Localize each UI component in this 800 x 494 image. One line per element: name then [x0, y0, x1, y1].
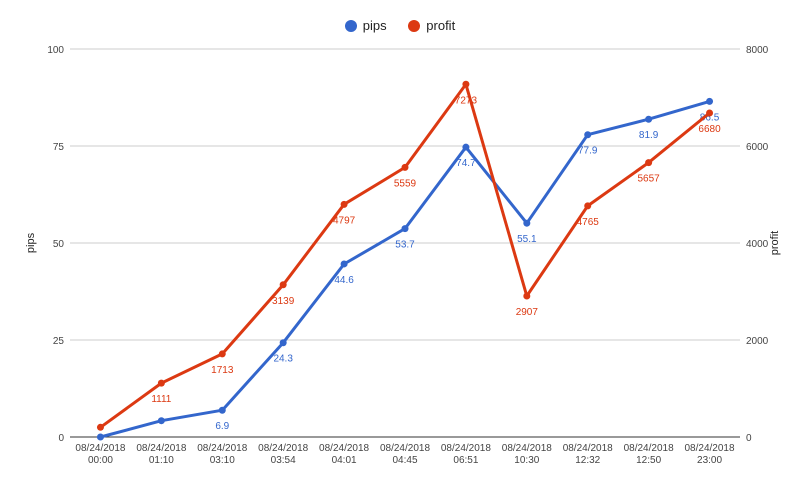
- point-profit: [523, 292, 531, 300]
- data-label-pips: 6.9: [215, 421, 229, 432]
- point-profit: [706, 109, 714, 117]
- data-label-pips: 74.7: [456, 158, 476, 169]
- left-tick-label: 100: [47, 45, 64, 56]
- point-pips: [706, 97, 714, 105]
- legend-item-profit[interactable]: profit: [408, 18, 455, 33]
- x-tick-label-date: 08/24/2018: [380, 443, 430, 454]
- legend-marker-pips: [344, 19, 357, 32]
- left-axis-title: pips: [25, 232, 37, 253]
- point-pips: [96, 433, 104, 441]
- x-tick-label-time: 12:50: [636, 455, 661, 466]
- data-label-pips: 77.9: [578, 146, 598, 157]
- x-tick-label-time: 04:01: [332, 455, 357, 466]
- point-pips: [462, 143, 470, 151]
- point-pips: [523, 219, 531, 227]
- series-line-profit: [99, 82, 711, 429]
- point-profit: [279, 281, 287, 289]
- x-tick-label-date: 08/24/2018: [502, 443, 552, 454]
- x-tick-label-time: 01:10: [149, 455, 174, 466]
- right-tick-label: 4000: [746, 239, 769, 250]
- data-label-pips: 53.7: [395, 240, 415, 251]
- left-tick-label: 50: [53, 239, 65, 250]
- data-label-profit: 4797: [333, 215, 356, 226]
- point-pips: [279, 339, 287, 347]
- right-tick-label: 2000: [746, 336, 769, 347]
- right-tick-label: 6000: [746, 142, 769, 153]
- legend: pips profit: [0, 18, 800, 35]
- x-tick-label-time: 03:54: [271, 455, 296, 466]
- point-profit: [218, 350, 226, 358]
- x-tick-label-time: 00:00: [88, 455, 113, 466]
- data-label-profit: 2907: [516, 307, 539, 318]
- point-pips: [584, 131, 592, 139]
- right-axis-title: profit: [769, 231, 781, 255]
- point-profit: [96, 423, 104, 431]
- data-label-pips: 81.9: [639, 130, 659, 141]
- data-label-profit: 4765: [577, 217, 600, 228]
- x-tick-label-date: 08/24/2018: [75, 443, 125, 454]
- data-label-pips: 55.1: [517, 234, 537, 245]
- data-label-profit: 5559: [394, 178, 417, 189]
- data-label-profit: 5657: [638, 174, 661, 185]
- data-label-profit: 1111: [151, 394, 171, 405]
- x-tick-label-date: 08/24/2018: [258, 443, 308, 454]
- point-pips: [157, 417, 165, 425]
- data-label-pips: 86.5: [700, 112, 720, 123]
- point-profit: [401, 163, 409, 171]
- point-pips: [218, 406, 226, 414]
- right-tick-label: 8000: [746, 45, 769, 56]
- data-label-pips: 24.3: [273, 354, 293, 365]
- x-tick-label-date: 08/24/2018: [441, 443, 491, 454]
- point-profit: [462, 80, 470, 88]
- data-label-profit: 7273: [455, 95, 478, 106]
- x-tick-label-time: 23:00: [697, 455, 722, 466]
- legend-item-pips[interactable]: pips: [344, 18, 387, 33]
- x-tick-label-date: 08/24/2018: [197, 443, 247, 454]
- x-tick-label-time: 06:51: [453, 455, 478, 466]
- point-profit: [340, 200, 348, 208]
- legend-label-pips: pips: [362, 18, 387, 33]
- left-tick-label: 75: [53, 142, 65, 153]
- data-label-profit: 6680: [698, 124, 721, 135]
- point-pips: [340, 260, 348, 268]
- series-line-pips: [100, 99, 710, 439]
- data-label-profit: 3139: [272, 296, 295, 307]
- x-tick-label-date: 08/24/2018: [685, 443, 735, 454]
- x-tick-label-time: 03:10: [210, 455, 235, 466]
- x-tick-label-time: 10:30: [514, 455, 539, 466]
- left-tick-label: 25: [53, 336, 65, 347]
- x-tick-label-date: 08/24/2018: [136, 443, 186, 454]
- x-tick-label-time: 12:32: [575, 455, 600, 466]
- data-label-profit: 1713: [211, 365, 234, 376]
- point-profit: [645, 159, 653, 167]
- legend-marker-profit: [408, 19, 421, 32]
- left-tick-label: 0: [58, 433, 64, 444]
- point-pips: [645, 115, 653, 123]
- point-pips: [401, 225, 409, 233]
- legend-label-profit: profit: [426, 18, 456, 33]
- data-label-pips: 44.6: [334, 275, 354, 286]
- x-tick-label-date: 08/24/2018: [624, 443, 674, 454]
- point-profit: [157, 379, 165, 387]
- x-tick-label-date: 08/24/2018: [319, 443, 369, 454]
- point-profit: [584, 202, 592, 210]
- right-tick-label: 0: [746, 433, 752, 444]
- x-tick-label-time: 04:45: [392, 455, 417, 466]
- x-tick-label-date: 08/24/2018: [563, 443, 613, 454]
